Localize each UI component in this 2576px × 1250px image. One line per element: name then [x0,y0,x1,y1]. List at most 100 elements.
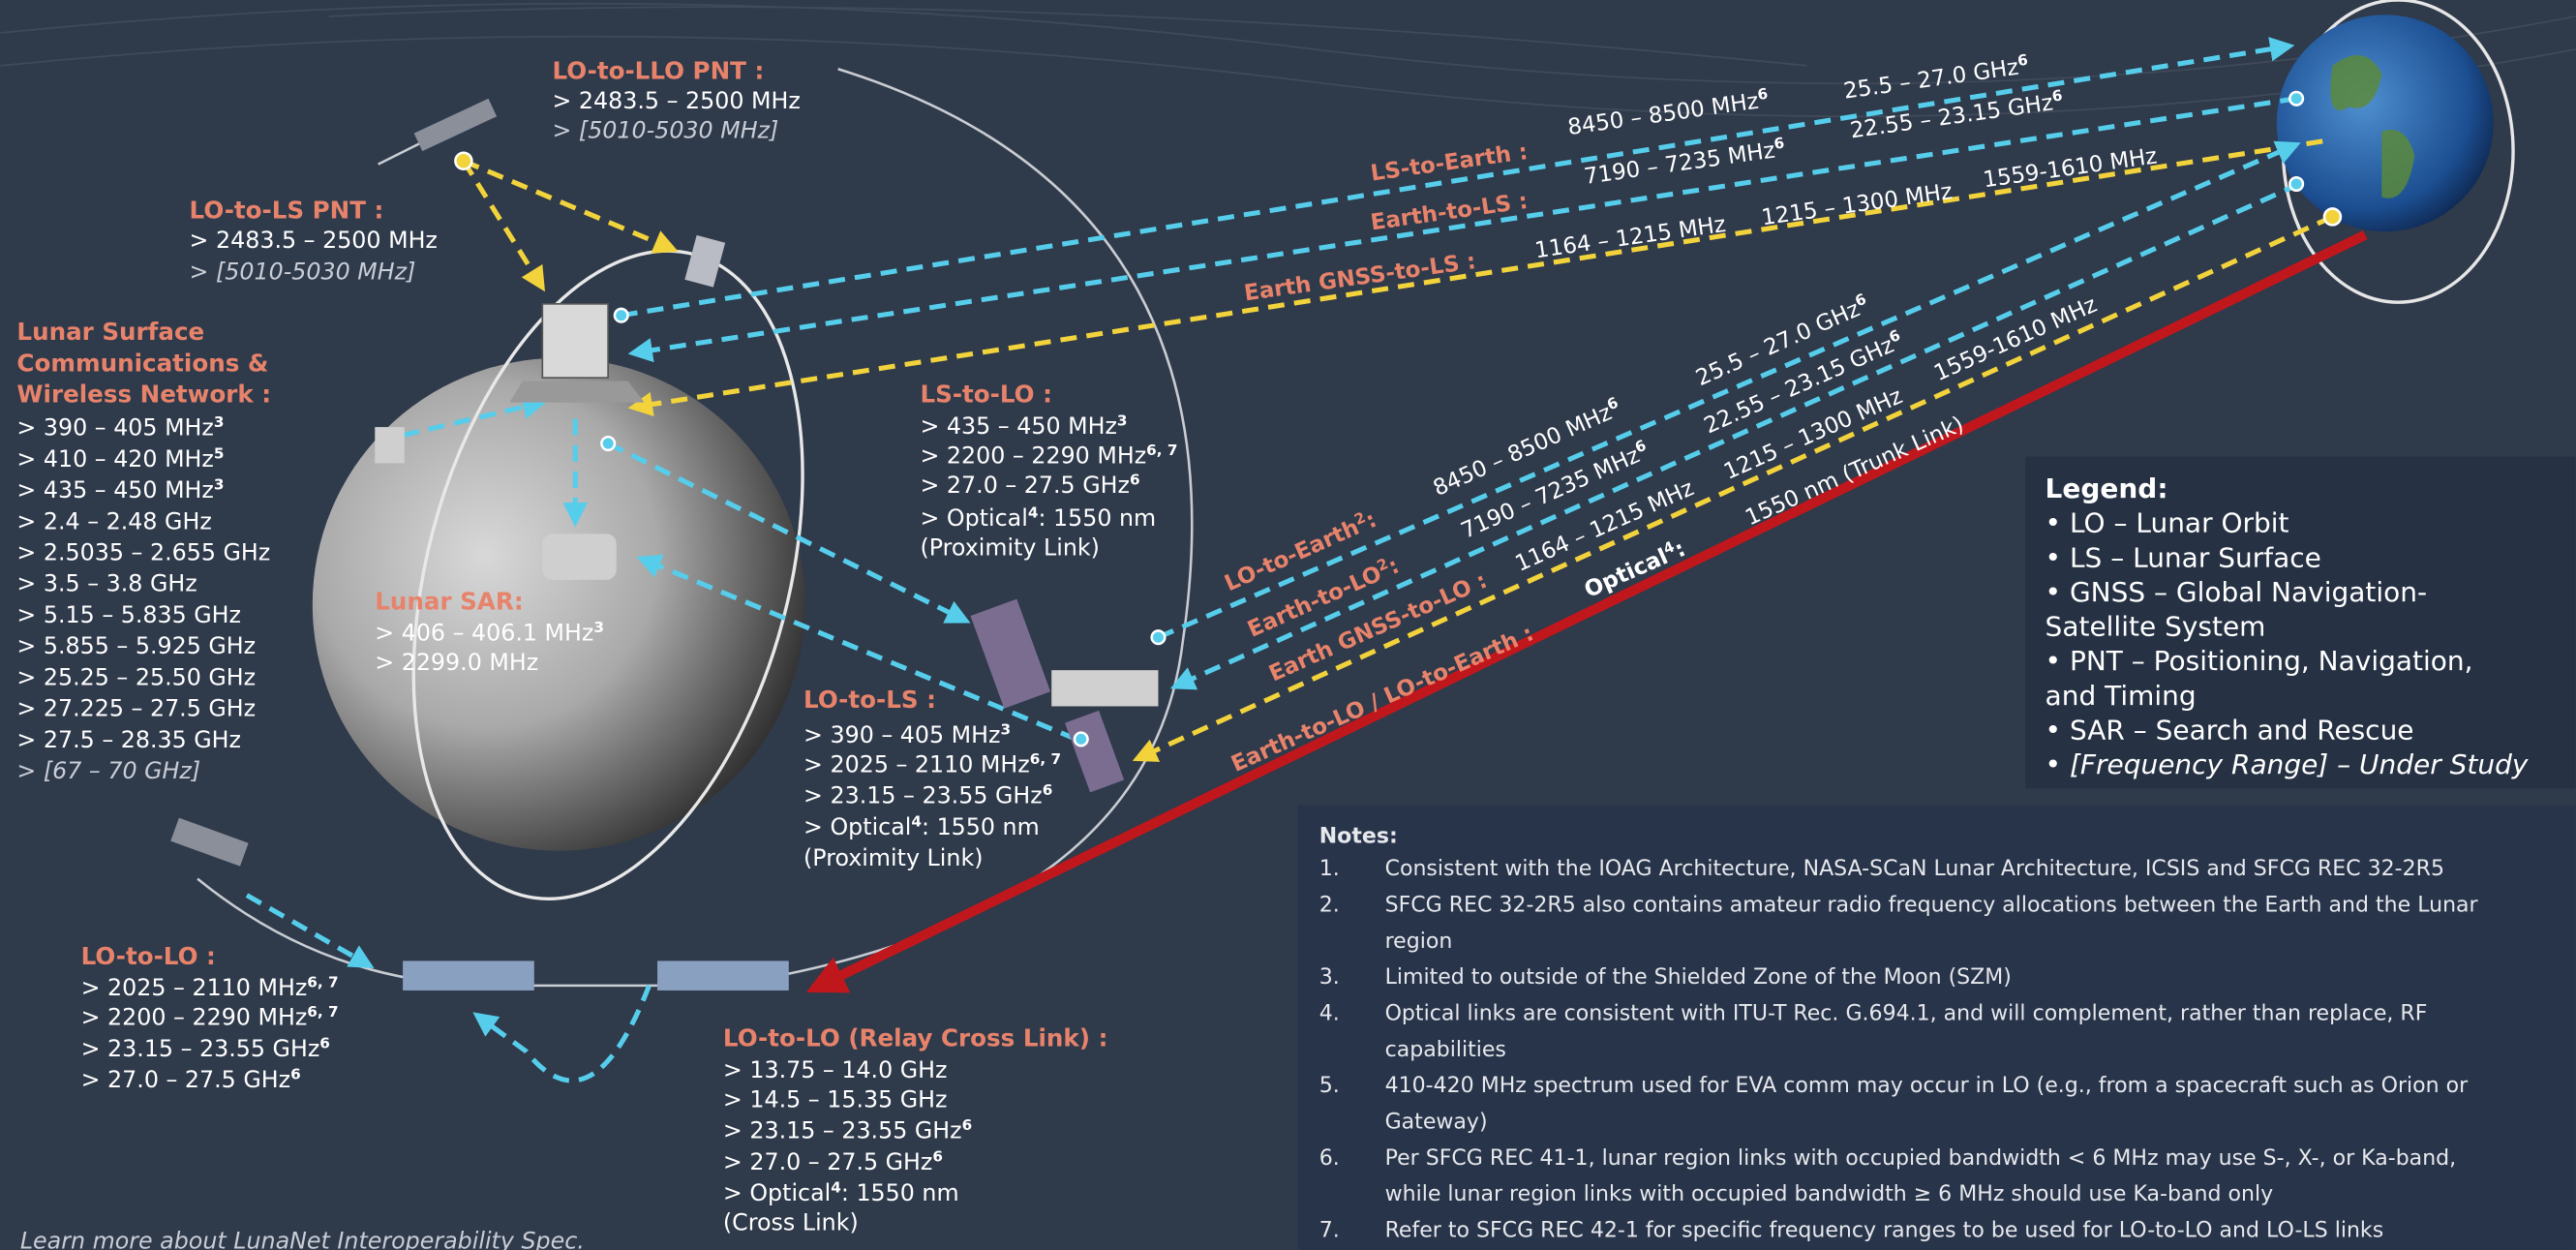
link-frequency: 8450 – 8500 MHz6 [1565,85,1770,140]
legend-item: • PNT – Positioning, Navigation, [2046,645,2473,677]
frequency: > 14.5 – 15.35 GHz [723,1085,948,1113]
superscript: 6 [1773,135,1785,153]
group-title: LO-to-LO : [81,942,216,970]
trunk-link [805,230,2368,993]
superscript: 4 [911,812,922,830]
spacecraft [170,98,1159,991]
group-title: Lunar SAR: [375,587,523,615]
frequency: > 2200 – 2290 MHz6, 7 [920,442,1177,469]
group-title: LO-to-LS : [803,686,936,714]
text: > 23.15 – 23.55 GHz [803,782,1043,809]
superscript: 6 [290,1066,301,1083]
legend-item: • SAR – Search and Rescue [2046,714,2414,746]
superscript: 6 [962,1116,973,1134]
frequency: > Optical4: 1550 nm [723,1179,959,1206]
link-arrow [402,394,548,439]
frequency: > 3.5 – 3.8 GHz [16,570,197,597]
note-number: 7. [1319,1218,1340,1242]
superscript: 6 [2016,51,2029,70]
frequency: (Proximity Link) [803,844,983,871]
frequency: > 13.75 – 14.0 GHz [723,1056,948,1083]
legend-item: • LS – Lunar Surface [2046,541,2321,573]
frequency: > 27.0 – 27.5 GHz6 [81,1066,301,1093]
note-text: Consistent with the IOAG Architecture, N… [1385,857,2444,881]
text: 25.5 – 27.0 GHz [1842,55,2020,105]
superscript: 6 [319,1034,330,1052]
link-arrow [461,159,546,292]
frequency: > 390 – 405 MHz3 [803,720,1011,747]
frequency: > [5010-5030 MHz] [190,258,416,285]
superscript: 3 [214,476,225,494]
frequency: > 2299.0 MHz [375,649,538,676]
text: > 390 – 405 MHz [803,721,1000,748]
group-title: LS-to-LO : [920,381,1051,409]
group-title: LO-to-LS PNT : [190,197,384,225]
superscript: 6, 7 [307,974,338,991]
frequency: > [67 – 70 GHz] [16,757,200,784]
note-number: 1. [1319,857,1340,881]
legend-item: • GNSS – Global Navigation- [2046,576,2428,608]
link-arrow [627,138,2323,417]
group-title: LO-to-LO (Relay Cross Link) : [723,1024,1107,1052]
text: > 435 – 450 MHz [920,412,1116,440]
frequency: > 27.225 – 27.5 GHz [16,695,256,722]
frequency: > 2.4 – 2.48 GHz [16,507,211,534]
frequency: > Optical4: 1550 nm [803,812,1040,839]
frequency: > 23.15 – 23.55 GHz6 [723,1116,972,1143]
link-frequency: 1215 – 1300 MHz [1760,179,1954,230]
legend-title: Legend: [2046,473,2168,504]
text: : 1550 nm [922,813,1040,840]
text: 8450 – 8500 MHz [1566,89,1760,140]
note-number: 3. [1319,965,1340,990]
frequency: > 23.15 – 23.55 GHz6 [803,781,1052,808]
note-text: region [1385,930,1453,954]
group-title: Wireless Network : [16,381,271,409]
superscript: 3 [593,619,604,636]
note-text: Optical links are consistent with ITU-T … [1385,1001,2428,1025]
note-text: while lunar region links with occupied b… [1385,1182,2274,1206]
link-arrow [621,37,2295,319]
text: > 406 – 406.1 MHz [375,620,593,647]
frequency: (Cross Link) [723,1209,859,1236]
legend-item: • LO – Lunar Orbit [2046,507,2289,539]
frequency: > 410 – 420 MHz5 [16,444,224,472]
frequency: (Proximity Link) [920,534,1099,561]
superscript: 3 [1117,412,1128,429]
text: > 2025 – 2110 MHz [81,974,308,1001]
link-arrow [245,893,375,969]
text: > 27.0 – 27.5 GHz [723,1148,932,1175]
legend-item: • [Frequency Range] – Under Study [2046,748,2529,780]
group-title: LO-to-LLO PNT : [552,56,764,84]
links [245,37,2334,1083]
superscript: 6 [1043,781,1053,799]
note-text: 410-420 MHz spectrum used for EVA comm m… [1385,1074,2470,1098]
note-text: Gateway) [1385,1110,1488,1134]
text: > 2200 – 2290 MHz [81,1004,308,1031]
link-arrow [627,96,2297,363]
frequency: > 27.5 – 28.35 GHz [16,726,241,753]
notes-title: Notes: [1319,824,1398,848]
text: > 2025 – 2110 MHz [803,750,1030,777]
link-frequency: 1559-1610 MHz [1982,143,2159,193]
superscript: 6 [2051,86,2064,105]
link-arrow [607,441,971,624]
legend-box [2025,456,2576,789]
text: > 390 – 405 MHz [16,414,213,442]
text: > 27.0 – 27.5 GHz [920,472,1129,499]
link-frequency: 7190 – 7235 MHz6 [1582,135,1786,190]
frequency: > 23.15 – 23.55 GHz6 [81,1034,330,1061]
legend-item: Satellite System [2046,611,2266,643]
link-arrow [472,984,652,1083]
superscript: 6 [932,1147,943,1165]
notes-box [1297,805,2576,1250]
link-frequency: 1164 – 1215 MHz [1533,212,1727,263]
frequency: > 2483.5 – 2500 MHz [190,227,438,254]
endpoint-dots [454,90,2343,747]
earth [2276,15,2494,232]
background-texture [0,2,2576,117]
text: > 23.15 – 23.55 GHz [723,1117,962,1144]
note-number: 6. [1319,1146,1340,1171]
note-text: Per SFCG REC 41-1, lunar region links wi… [1385,1146,2457,1171]
note-number: 5. [1319,1074,1340,1098]
